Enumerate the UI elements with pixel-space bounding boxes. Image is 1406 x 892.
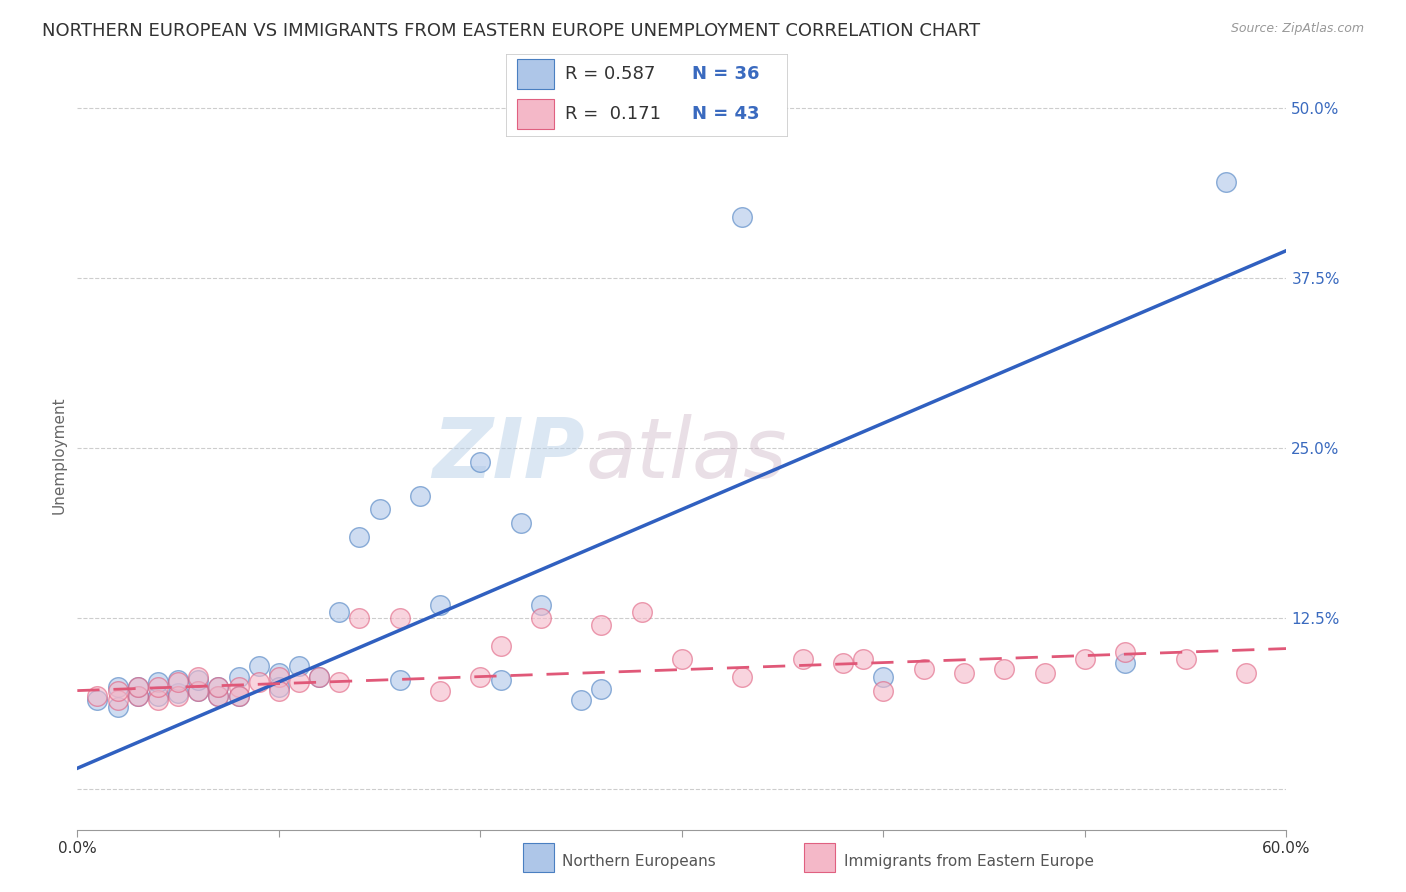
Point (267, 670, 290, 684)
Point (187, 670, 209, 684)
Point (470, 455, 492, 469)
Point (792, 652, 814, 666)
Point (267, 680, 290, 694)
Text: R = 0.587: R = 0.587 (565, 65, 655, 83)
Point (1215, 176, 1237, 190)
Point (107, 680, 129, 694)
Point (1074, 652, 1097, 666)
Point (207, 689, 229, 703)
Point (388, 673, 411, 687)
Point (146, 675, 169, 690)
Point (470, 670, 492, 684)
Point (489, 639, 512, 653)
Point (993, 662, 1015, 676)
Point (228, 689, 250, 703)
Point (912, 662, 935, 676)
Point (630, 605, 652, 619)
Point (429, 683, 451, 698)
Point (489, 673, 512, 687)
Point (731, 670, 754, 684)
Point (187, 683, 209, 698)
Point (328, 605, 350, 619)
Point (107, 693, 129, 707)
Point (207, 680, 229, 694)
Text: N = 36: N = 36 (692, 65, 759, 83)
Point (127, 680, 149, 694)
Point (146, 689, 169, 703)
Point (569, 693, 592, 707)
Point (328, 675, 350, 690)
Text: N = 43: N = 43 (692, 105, 759, 123)
Point (247, 659, 270, 673)
Point (207, 680, 229, 694)
Point (86, 693, 108, 707)
Point (1234, 665, 1257, 680)
Point (368, 502, 391, 516)
Point (591, 682, 613, 697)
Text: R =  0.171: R = 0.171 (565, 105, 661, 123)
Text: atlas: atlas (585, 415, 787, 495)
Point (127, 689, 149, 703)
Point (267, 683, 290, 698)
Point (187, 683, 209, 698)
Point (591, 618, 613, 632)
Point (167, 675, 190, 690)
Point (349, 530, 371, 544)
Point (1114, 645, 1136, 659)
Point (953, 665, 976, 680)
Point (167, 673, 190, 687)
Point (228, 670, 250, 684)
Point (731, 210, 754, 224)
Text: NORTHERN EUROPEAN VS IMMIGRANTS FROM EASTERN EUROPE UNEMPLOYMENT CORRELATION CHA: NORTHERN EUROPEAN VS IMMIGRANTS FROM EAS… (42, 22, 980, 40)
Point (267, 665, 290, 680)
Point (832, 657, 855, 671)
Point (127, 689, 149, 703)
Point (530, 611, 553, 625)
Point (146, 693, 169, 707)
Point (409, 489, 432, 503)
Point (107, 683, 129, 698)
Point (1033, 665, 1056, 680)
Point (187, 673, 209, 687)
Y-axis label: Unemployment: Unemployment (51, 396, 66, 514)
Point (146, 680, 169, 694)
Point (1114, 657, 1136, 671)
Bar (517, 100, 554, 129)
Point (127, 680, 149, 694)
Point (228, 689, 250, 703)
Point (228, 680, 250, 694)
Bar (517, 59, 554, 89)
Point (671, 652, 693, 666)
Point (86, 689, 108, 703)
Point (167, 686, 190, 700)
Point (107, 700, 129, 714)
Point (288, 675, 311, 690)
Point (872, 670, 894, 684)
Point (509, 516, 531, 530)
Text: Source: ZipAtlas.com: Source: ZipAtlas.com (1230, 22, 1364, 36)
Point (852, 652, 875, 666)
Point (207, 689, 229, 703)
Point (872, 683, 894, 698)
Point (288, 659, 311, 673)
Point (167, 689, 190, 703)
Point (1174, 652, 1197, 666)
Text: ZIP: ZIP (433, 415, 585, 495)
Point (530, 598, 553, 612)
Point (388, 611, 411, 625)
Text: Immigrants from Eastern Europe: Immigrants from Eastern Europe (844, 855, 1094, 869)
Point (349, 611, 371, 625)
Point (429, 598, 451, 612)
Point (308, 670, 330, 684)
Text: Northern Europeans: Northern Europeans (562, 855, 716, 869)
Point (247, 675, 270, 690)
Point (308, 670, 330, 684)
